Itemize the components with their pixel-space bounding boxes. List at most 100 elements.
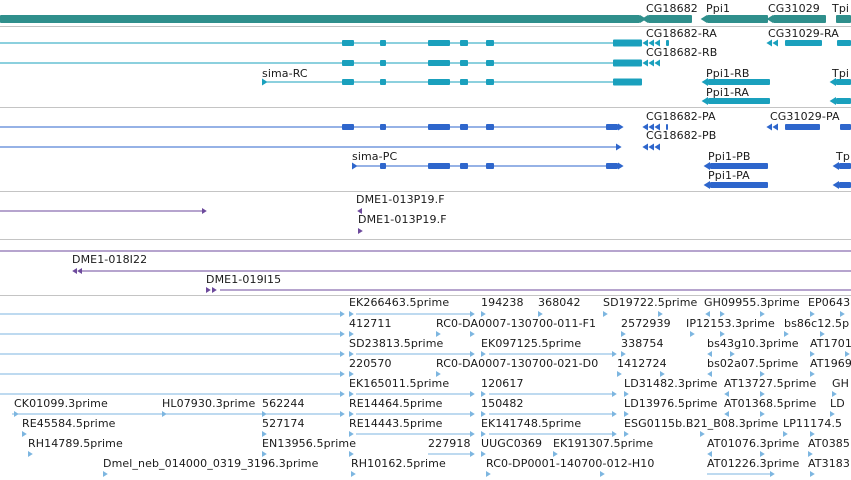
direction-arrow-icon[interactable] [340,311,345,317]
est-label[interactable]: AT01368.5prime [724,397,817,410]
est-label[interactable]: LP11174.5 [783,417,843,430]
direction-arrow-icon[interactable] [617,371,622,377]
est-label[interactable]: HL07930.3prime [162,397,256,410]
exon-block[interactable] [486,163,494,169]
direction-arrow-icon[interactable] [470,411,475,417]
exon-block[interactable] [486,60,494,66]
direction-arrow-icon[interactable] [845,351,850,357]
exon-block[interactable] [666,124,668,130]
est-label[interactable]: bs02a07.5prime [707,357,799,370]
direction-arrow-icon[interactable] [470,331,475,337]
direction-arrow-icon[interactable] [648,123,654,131]
direction-arrow-icon[interactable] [654,59,660,67]
protein-label[interactable]: Ppi1-PB [708,150,751,163]
exon-block[interactable] [460,40,468,46]
est-label[interactable]: RC0-DA0007-130700-021-D0 [436,357,599,370]
bac-label[interactable]: DME1-013P19.F [356,193,445,206]
exon-block[interactable] [708,98,770,104]
exon-block[interactable] [460,124,468,130]
gene-label[interactable]: Ppi1 [706,2,731,15]
direction-arrow-icon[interactable] [701,97,708,105]
exon-block[interactable] [428,60,450,66]
exon-block[interactable] [837,40,851,46]
direction-arrow-icon[interactable] [810,311,815,317]
direction-arrow-icon[interactable] [760,451,765,457]
direction-arrow-icon[interactable] [470,451,475,457]
exon-block[interactable] [380,40,386,46]
direction-arrow-icon[interactable] [340,371,345,377]
direction-arrow-icon[interactable] [77,268,82,274]
direction-arrow-icon[interactable] [262,451,267,457]
exon-block[interactable] [785,40,822,46]
direction-arrow-icon[interactable] [772,123,778,131]
est-label[interactable]: 220570 [349,357,392,370]
direction-arrow-icon[interactable] [72,268,77,274]
direction-arrow-icon[interactable] [654,39,660,47]
direction-arrow-icon[interactable] [603,311,608,317]
est-label[interactable]: RC0-DA0007-130700-011-F1 [436,317,597,330]
est-label[interactable]: 120617 [481,377,524,390]
exon-block[interactable] [666,40,669,46]
est-label[interactable]: RH14789.5prime [28,437,123,450]
est-label[interactable]: LD13976.5prime [624,397,718,410]
direction-arrow-icon[interactable] [701,78,708,86]
exon-block[interactable] [380,124,386,130]
est-label[interactable]: AT1701 [810,337,851,350]
exon-block[interactable] [342,79,354,85]
est-label[interactable]: EP0643 [808,296,851,309]
est-label[interactable]: AT01076.3prime [707,437,800,450]
est-label[interactable]: AT1969 [810,357,851,370]
est-label[interactable]: RC0-DP0001-140700-012-H10 [486,457,655,470]
exon-block[interactable] [460,79,468,85]
exon-block[interactable] [836,15,851,23]
direction-arrow-icon[interactable] [642,39,648,47]
exon-block[interactable] [839,182,851,188]
est-label[interactable]: bs43g10.3prime [707,337,799,350]
gene-label[interactable]: CG18682 [646,2,698,15]
est-label[interactable]: GH09955.3prime [704,296,800,309]
direction-arrow-icon[interactable] [760,391,765,397]
est-label[interactable]: 527174 [262,417,305,430]
direction-arrow-icon[interactable] [642,123,648,131]
direction-arrow-icon[interactable] [349,391,354,397]
direction-arrow-icon[interactable] [648,143,654,151]
direction-arrow-icon[interactable] [810,371,815,377]
direction-arrow-icon[interactable] [28,451,33,457]
direction-arrow-icon[interactable] [700,15,707,23]
exon-block[interactable] [606,163,618,169]
direction-arrow-icon[interactable] [830,411,835,417]
exon-block[interactable] [428,79,450,85]
direction-arrow-icon[interactable] [772,39,778,47]
direction-arrow-icon[interactable] [766,39,772,47]
direction-arrow-icon[interactable] [470,351,475,357]
est-label[interactable]: bs86c12.5p [784,317,850,330]
direction-arrow-icon[interactable] [705,311,710,317]
protein-label[interactable]: CG18682-PA [646,110,716,123]
direction-arrow-icon[interactable] [262,431,267,437]
est-label[interactable]: AT13727.5prime [724,377,817,390]
direction-arrow-icon[interactable] [481,431,486,437]
direction-arrow-icon[interactable] [700,431,705,437]
est-label[interactable]: SD19722.5prime [603,296,698,309]
direction-arrow-icon[interactable] [351,471,356,477]
direction-arrow-icon[interactable] [553,451,558,457]
direction-arrow-icon[interactable] [612,411,617,417]
est-label[interactable]: GH [832,377,849,390]
direction-arrow-icon[interactable] [103,471,108,477]
direction-arrow-icon[interactable] [612,391,617,397]
transcript-label[interactable]: Tpi [832,67,850,80]
direction-arrow-icon[interactable] [436,331,441,337]
direction-arrow-icon[interactable] [600,471,605,477]
direction-arrow-icon[interactable] [481,351,486,357]
est-label[interactable]: EK097125.5prime [481,337,582,350]
direction-arrow-icon[interactable] [840,311,845,317]
direction-arrow-icon[interactable] [349,411,354,417]
direction-arrow-icon[interactable] [22,431,27,437]
direction-arrow-icon[interactable] [481,451,486,457]
est-label[interactable]: RE14464.5prime [349,397,443,410]
direction-arrow-icon[interactable] [766,15,773,23]
direction-arrow-icon[interactable] [436,371,441,377]
est-label[interactable]: EK165011.5prime [349,377,450,390]
direction-arrow-icon[interactable] [832,391,837,397]
protein-label[interactable]: CG31029-PA [770,110,840,123]
